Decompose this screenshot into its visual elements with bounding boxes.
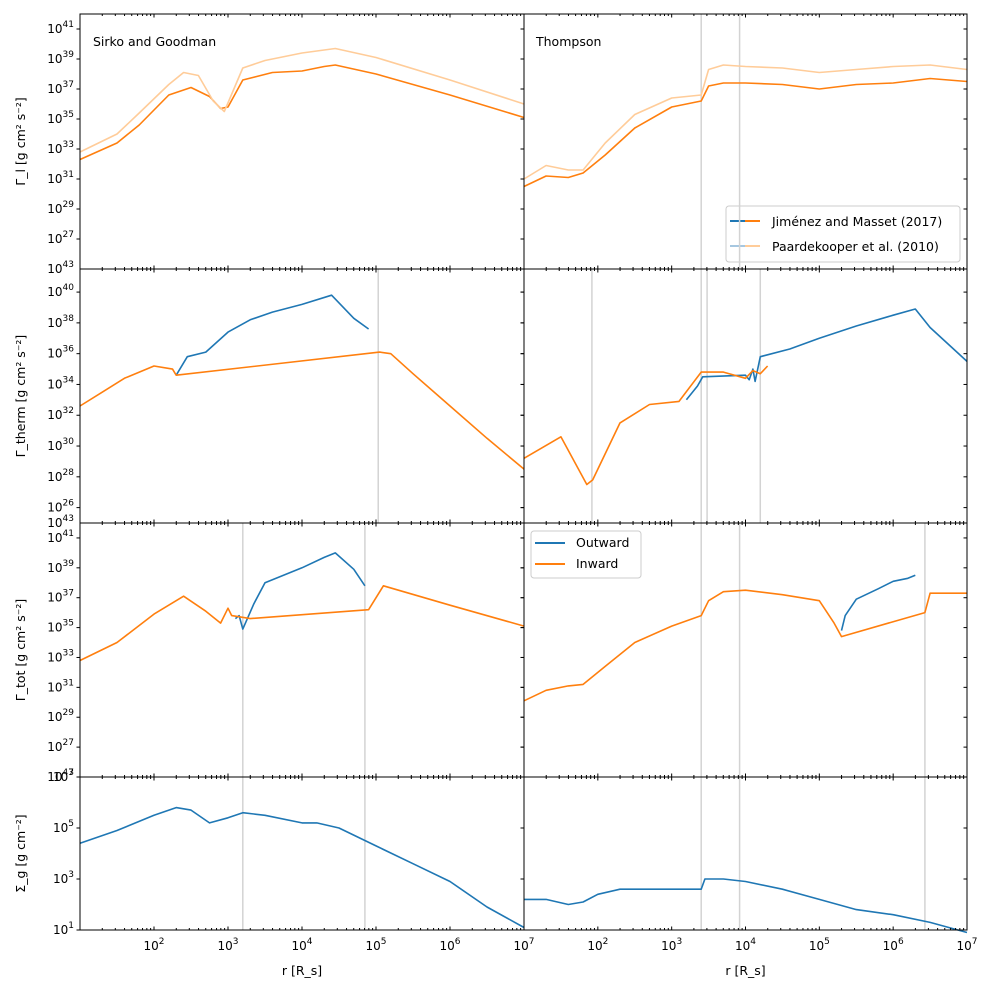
y-tick-label: 1026 xyxy=(47,499,74,515)
y-tick-label: 1027 xyxy=(47,738,74,754)
y-tick-label: 1031 xyxy=(47,678,74,694)
panel-title-sirko-goodman: Sirko and Goodman xyxy=(93,34,216,49)
series-line-outward xyxy=(234,552,366,630)
x-tick-label: 102 xyxy=(143,937,164,953)
y-tick-label: 1038 xyxy=(47,314,74,330)
y-tick-label: 1029 xyxy=(47,200,74,216)
series-line-jim-nez-and-masset-2017 xyxy=(79,64,525,161)
y-tick-label-overlap: 1043 xyxy=(47,514,74,530)
x-tick-label: 103 xyxy=(217,937,238,953)
series-line-inward xyxy=(79,351,525,470)
y-tick-label: 1035 xyxy=(47,110,74,126)
axes-frame xyxy=(523,776,968,931)
y-tick-label: 1028 xyxy=(47,468,74,484)
y-tick-label: 1037 xyxy=(47,80,74,96)
legend-label-jimenez-masset: Jiménez and Masset (2017) xyxy=(771,214,942,229)
series-line-outward xyxy=(840,574,916,631)
y-tick-label: 101 xyxy=(53,921,74,937)
y-tick-label: 1036 xyxy=(47,345,74,361)
y-tick-label: 103 xyxy=(53,870,74,886)
x-tick-label: 106 xyxy=(883,937,904,953)
y-axis-label: Γ_tot [g cm² s⁻²] xyxy=(13,599,28,701)
series-line-outward xyxy=(175,294,370,376)
legend-frame xyxy=(725,205,961,263)
y-tick-label: 1032 xyxy=(47,406,74,422)
y-tick-label: 1039 xyxy=(47,50,74,66)
x-axis-label: r [R_s] xyxy=(725,963,765,978)
axes-frame xyxy=(79,268,525,524)
legend-direction: Outward Inward xyxy=(530,530,642,579)
y-tick-label-overlap: 1043 xyxy=(47,768,74,784)
y-tick-label: 1037 xyxy=(47,589,74,605)
y-axis-label: Σ_g [g cm⁻²] xyxy=(13,814,28,892)
x-tick-label: 104 xyxy=(735,937,756,953)
y-tick-label: 1033 xyxy=(47,648,74,664)
series-line-inward xyxy=(79,584,525,662)
legend-label-paardekooper: Paardekooper et al. (2010) xyxy=(772,239,939,254)
x-tick-label: 107 xyxy=(513,937,534,953)
y-tick-label: 1041 xyxy=(47,529,74,545)
y-axis-label: Γ_l [g cm² s⁻²] xyxy=(13,97,28,185)
y-tick-label: 105 xyxy=(53,819,74,835)
y-tick-label-overlap: 1043 xyxy=(47,260,74,276)
series-line-inward xyxy=(523,365,769,486)
y-tick-label: 1029 xyxy=(47,708,74,724)
x-axis-label: r [R_s] xyxy=(282,963,322,978)
axes-frame xyxy=(79,776,525,931)
y-tick-label: 1031 xyxy=(47,170,74,186)
x-tick-label: 105 xyxy=(365,937,386,953)
legend-label-outward: Outward xyxy=(576,535,629,550)
y-tick-label: 1034 xyxy=(47,375,74,391)
y-tick-label: 1040 xyxy=(47,283,74,299)
x-tick-label: 102 xyxy=(587,937,608,953)
y-tick-label: 1041 xyxy=(47,20,74,36)
series-line-paardekooper-et-al-2010 xyxy=(523,64,968,180)
series-line-inward xyxy=(523,589,967,702)
series-line-paardekooper-et-al-2010 xyxy=(79,47,525,153)
y-tick-label: 1030 xyxy=(47,437,74,453)
x-tick-label: 106 xyxy=(439,937,460,953)
y-tick-label: 107 xyxy=(53,768,74,784)
axes-frame xyxy=(523,268,968,524)
y-tick-label: 1035 xyxy=(47,619,74,635)
panel-title-thompson: Thompson xyxy=(535,34,601,49)
x-tick-label: 104 xyxy=(291,937,312,953)
axes-frame xyxy=(79,522,525,778)
x-tick-label: 105 xyxy=(809,937,830,953)
y-axis-label: Γ_therm [g cm² s⁻²] xyxy=(13,335,28,458)
series-line-surface-density xyxy=(79,806,525,929)
y-tick-label: 1039 xyxy=(47,559,74,575)
x-tick-label: 103 xyxy=(661,937,682,953)
x-tick-label: 107 xyxy=(956,937,977,953)
legend-migration-models: Jiménez and Masset (2017) Paardekooper e… xyxy=(725,205,961,263)
y-tick-label: 1027 xyxy=(47,230,74,246)
y-tick-label: 1033 xyxy=(47,140,74,156)
series-line-jim-nez-and-masset-2017 xyxy=(523,77,968,188)
legend-label-inward: Inward xyxy=(576,556,618,571)
series-line-outward xyxy=(685,308,968,401)
series-line-surface-density xyxy=(524,878,968,934)
